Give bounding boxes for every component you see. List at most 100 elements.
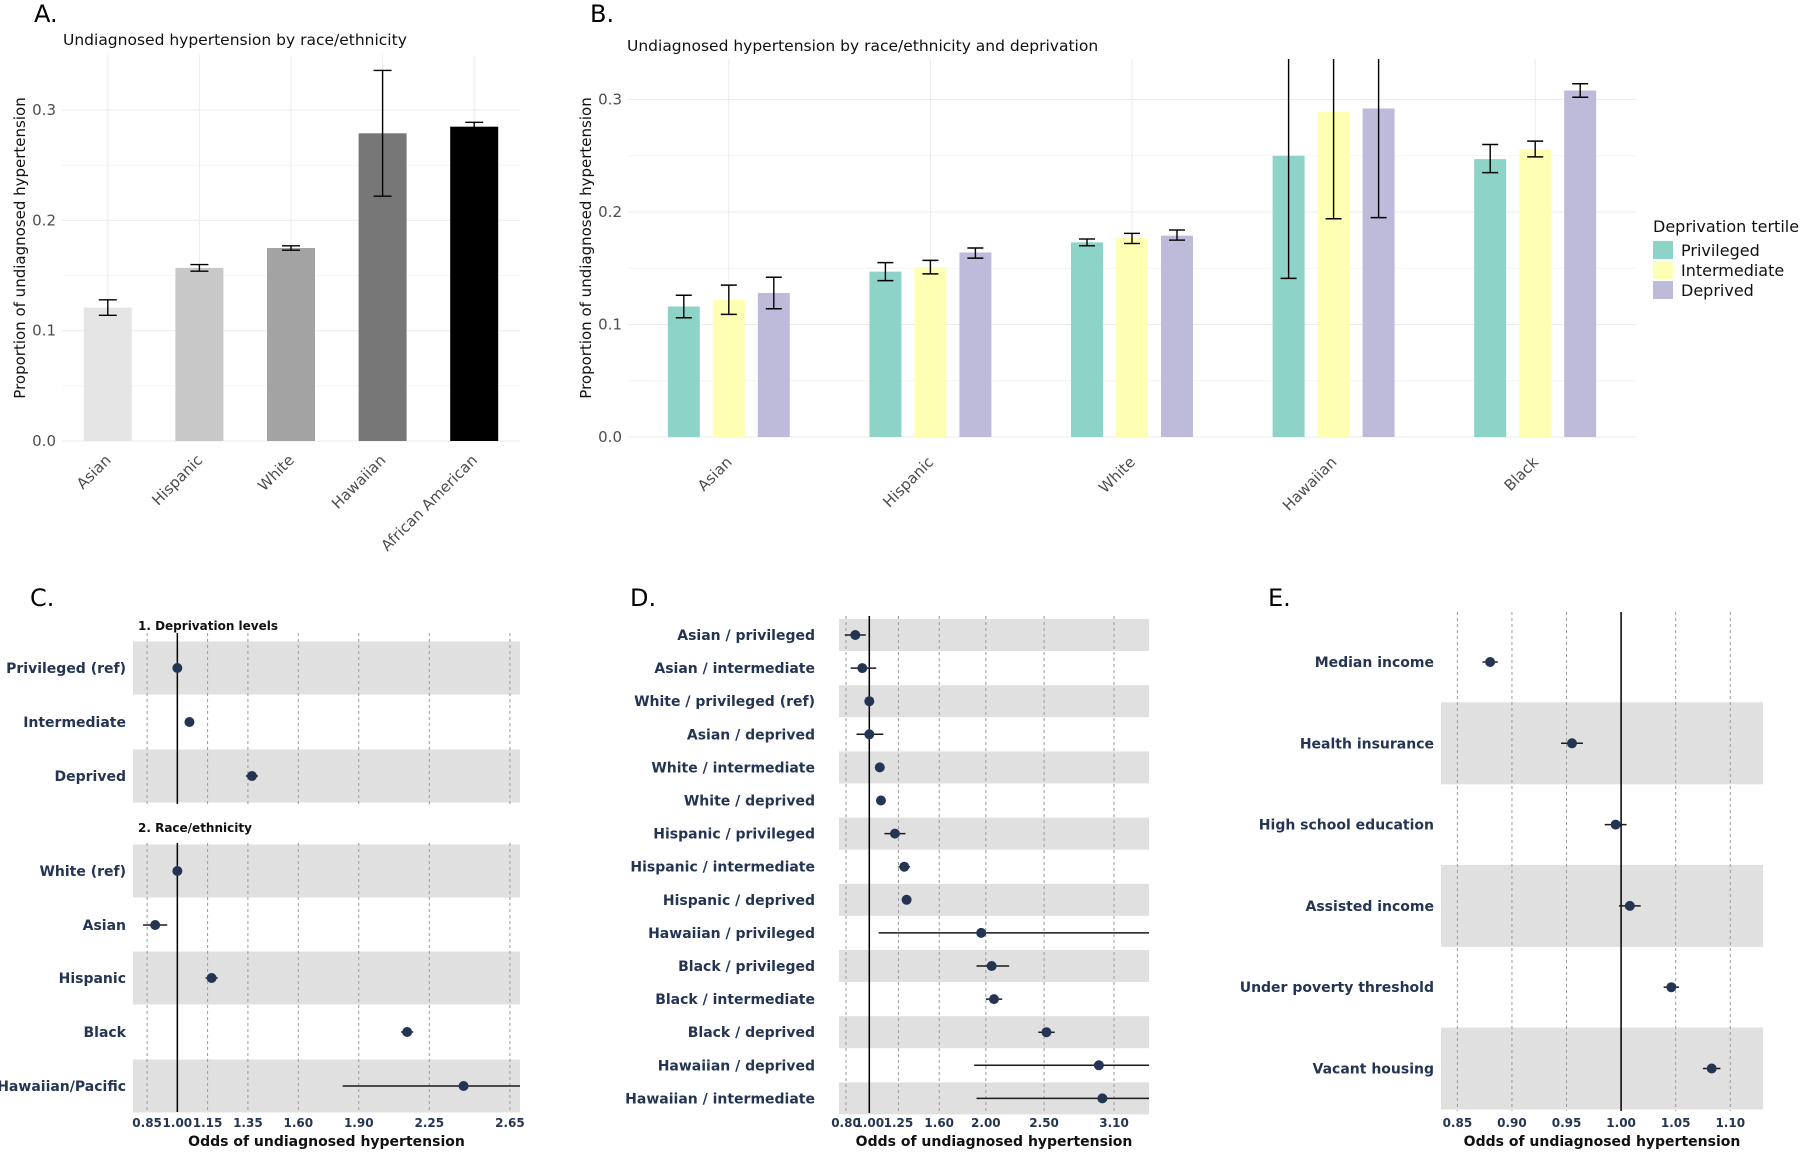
x-tick-label: 0.85: [1443, 1116, 1473, 1130]
x-tick-label: Asian: [694, 453, 736, 495]
y-tick-label: 0.0: [598, 428, 622, 446]
row-label: Asian / intermediate: [654, 661, 815, 677]
row-label: Hispanic / privileged: [653, 827, 815, 843]
point-estimate: [1566, 738, 1577, 749]
x-tick-label: Hawaiian: [328, 451, 389, 512]
row-label: White / deprived: [684, 794, 815, 810]
x-tick-label: 1.05: [1661, 1116, 1691, 1130]
panel-a-bar-chart: 0.0 0.1 0.2 0.3 Asian Hispanic White HawaiianAf…: [11, 55, 520, 555]
legend-label-intermediate: Intermediate: [1681, 261, 1784, 280]
point-estimate: [172, 866, 183, 876]
panel-b-label: B.: [590, 0, 614, 28]
row-band: [133, 844, 520, 898]
point-estimate: [1666, 982, 1677, 993]
row-label: White (ref): [39, 864, 126, 880]
bar-asian-intermediate: [712, 299, 745, 437]
point-estimate: [857, 663, 868, 674]
x-tick-label: Hawaiian: [1279, 453, 1340, 514]
point-estimate: [889, 828, 900, 839]
bar-black-deprived: [1564, 90, 1597, 437]
group-title: 2. Race/ethnicity: [138, 821, 252, 835]
x-tick-label: 2.65: [495, 1116, 525, 1130]
x-tick-label: 1.00: [1606, 1116, 1636, 1130]
panel-c-forest-plot: Privileged (ref) Intermediate Deprived Whit…: [0, 619, 525, 1150]
row-band: [839, 751, 1149, 784]
bar-white-privileged: [1071, 242, 1103, 437]
row-label: High school education: [1259, 818, 1434, 834]
y-tick-label: 0.0: [32, 432, 56, 450]
row-band: [133, 641, 520, 695]
row-label: Asian / privileged: [677, 628, 815, 644]
point-estimate: [874, 762, 885, 773]
x-tick-label: 0.80: [831, 1116, 861, 1130]
point-estimate: [150, 920, 161, 930]
row-band: [839, 883, 1149, 916]
legend-title: Deprivation tertile: [1653, 217, 1799, 236]
point-estimate: [1610, 819, 1621, 830]
bar-white-deprived: [1161, 235, 1193, 437]
x-tick-label: 0.90: [1497, 1116, 1527, 1130]
row-band: [839, 619, 1149, 651]
panel-a-label: A.: [34, 0, 58, 28]
row-label: Hispanic / deprived: [663, 893, 815, 909]
point-estimate: [1624, 900, 1635, 911]
panel-d-forest-plot: Asian / privileged Asian / intermediate Wh…: [625, 616, 1149, 1150]
point-estimate: [172, 663, 183, 673]
point-estimate: [901, 894, 912, 905]
x-tick-label: Asian: [73, 451, 115, 493]
panel-e-forest-plot: Median income Health insurance High school…: [1240, 612, 1763, 1150]
point-estimate: [458, 1081, 469, 1091]
point-estimate: [864, 729, 875, 740]
x-axis-title: Odds of undiagnosed hypertension: [1464, 1134, 1741, 1150]
x-tick-label: 2.00: [971, 1116, 1001, 1130]
x-tick-label: 1.00: [854, 1116, 884, 1130]
row-label: Hispanic: [59, 971, 126, 987]
point-estimate: [1097, 1093, 1108, 1104]
panel-a-title: Undiagnosed hypertension by race/ethnici…: [63, 31, 407, 49]
x-tick-label: 1.60: [283, 1116, 313, 1130]
row-band: [1441, 702, 1763, 785]
row-label: Black / intermediate: [655, 992, 815, 1008]
x-tick-label: 1.25: [884, 1116, 914, 1130]
panel-c-label: C.: [30, 584, 54, 612]
x-tick-label: 1.10: [1715, 1116, 1745, 1130]
bar-hispanic-privileged: [869, 271, 902, 437]
point-estimate: [986, 961, 997, 971]
y-tick-label: 0.1: [32, 322, 56, 340]
panel-b-grouped-bar-chart: 0.0 0.1 0.2 0.3 Asian Hispanic White Hawaiian Bl…: [577, 59, 1799, 515]
x-tick-label: 3.10: [1099, 1116, 1129, 1130]
x-tick-label: Hispanic: [879, 453, 937, 511]
row-label: Asian: [83, 918, 126, 934]
x-tick-label: 1.60: [924, 1116, 954, 1130]
x-tick-label: 1.35: [233, 1116, 263, 1130]
x-tick-label: 1.90: [344, 1116, 374, 1130]
y-tick-label: 0.3: [32, 101, 56, 119]
point-estimate: [246, 771, 257, 781]
point-estimate: [206, 973, 217, 983]
x-tick-label: 0.95: [1552, 1116, 1582, 1130]
panel-b-title: Undiagnosed hypertension by race/ethnici…: [627, 37, 1098, 55]
row-label: White / intermediate: [651, 760, 815, 776]
panel-d-label: D.: [630, 584, 656, 612]
legend-swatch-privileged: [1653, 241, 1673, 259]
point-estimate: [1093, 1060, 1104, 1071]
row-label: Hawaiian / privileged: [648, 926, 815, 942]
group-title: 1. Deprivation levels: [138, 619, 278, 633]
x-tick-label: 2.50: [1029, 1116, 1059, 1130]
row-label: Black: [83, 1025, 126, 1041]
row-label: Health insurance: [1300, 736, 1434, 752]
row-band: [1441, 864, 1763, 947]
point-estimate: [1041, 1027, 1052, 1038]
point-estimate: [989, 994, 999, 1005]
y-axis-title: Proportion of undiagnosed hypertension: [577, 97, 595, 398]
bar-asian-deprived: [757, 293, 790, 437]
bar-hispanic-intermediate: [914, 267, 947, 437]
row-label: Hawaiian / deprived: [658, 1058, 815, 1074]
x-tick-label: African American: [377, 451, 481, 555]
row-band: [133, 749, 520, 803]
bar-asian-privileged: [667, 306, 700, 437]
row-label: Vacant housing: [1313, 1062, 1434, 1078]
row-band: [839, 685, 1149, 718]
bar-black-intermediate: [1519, 149, 1552, 437]
